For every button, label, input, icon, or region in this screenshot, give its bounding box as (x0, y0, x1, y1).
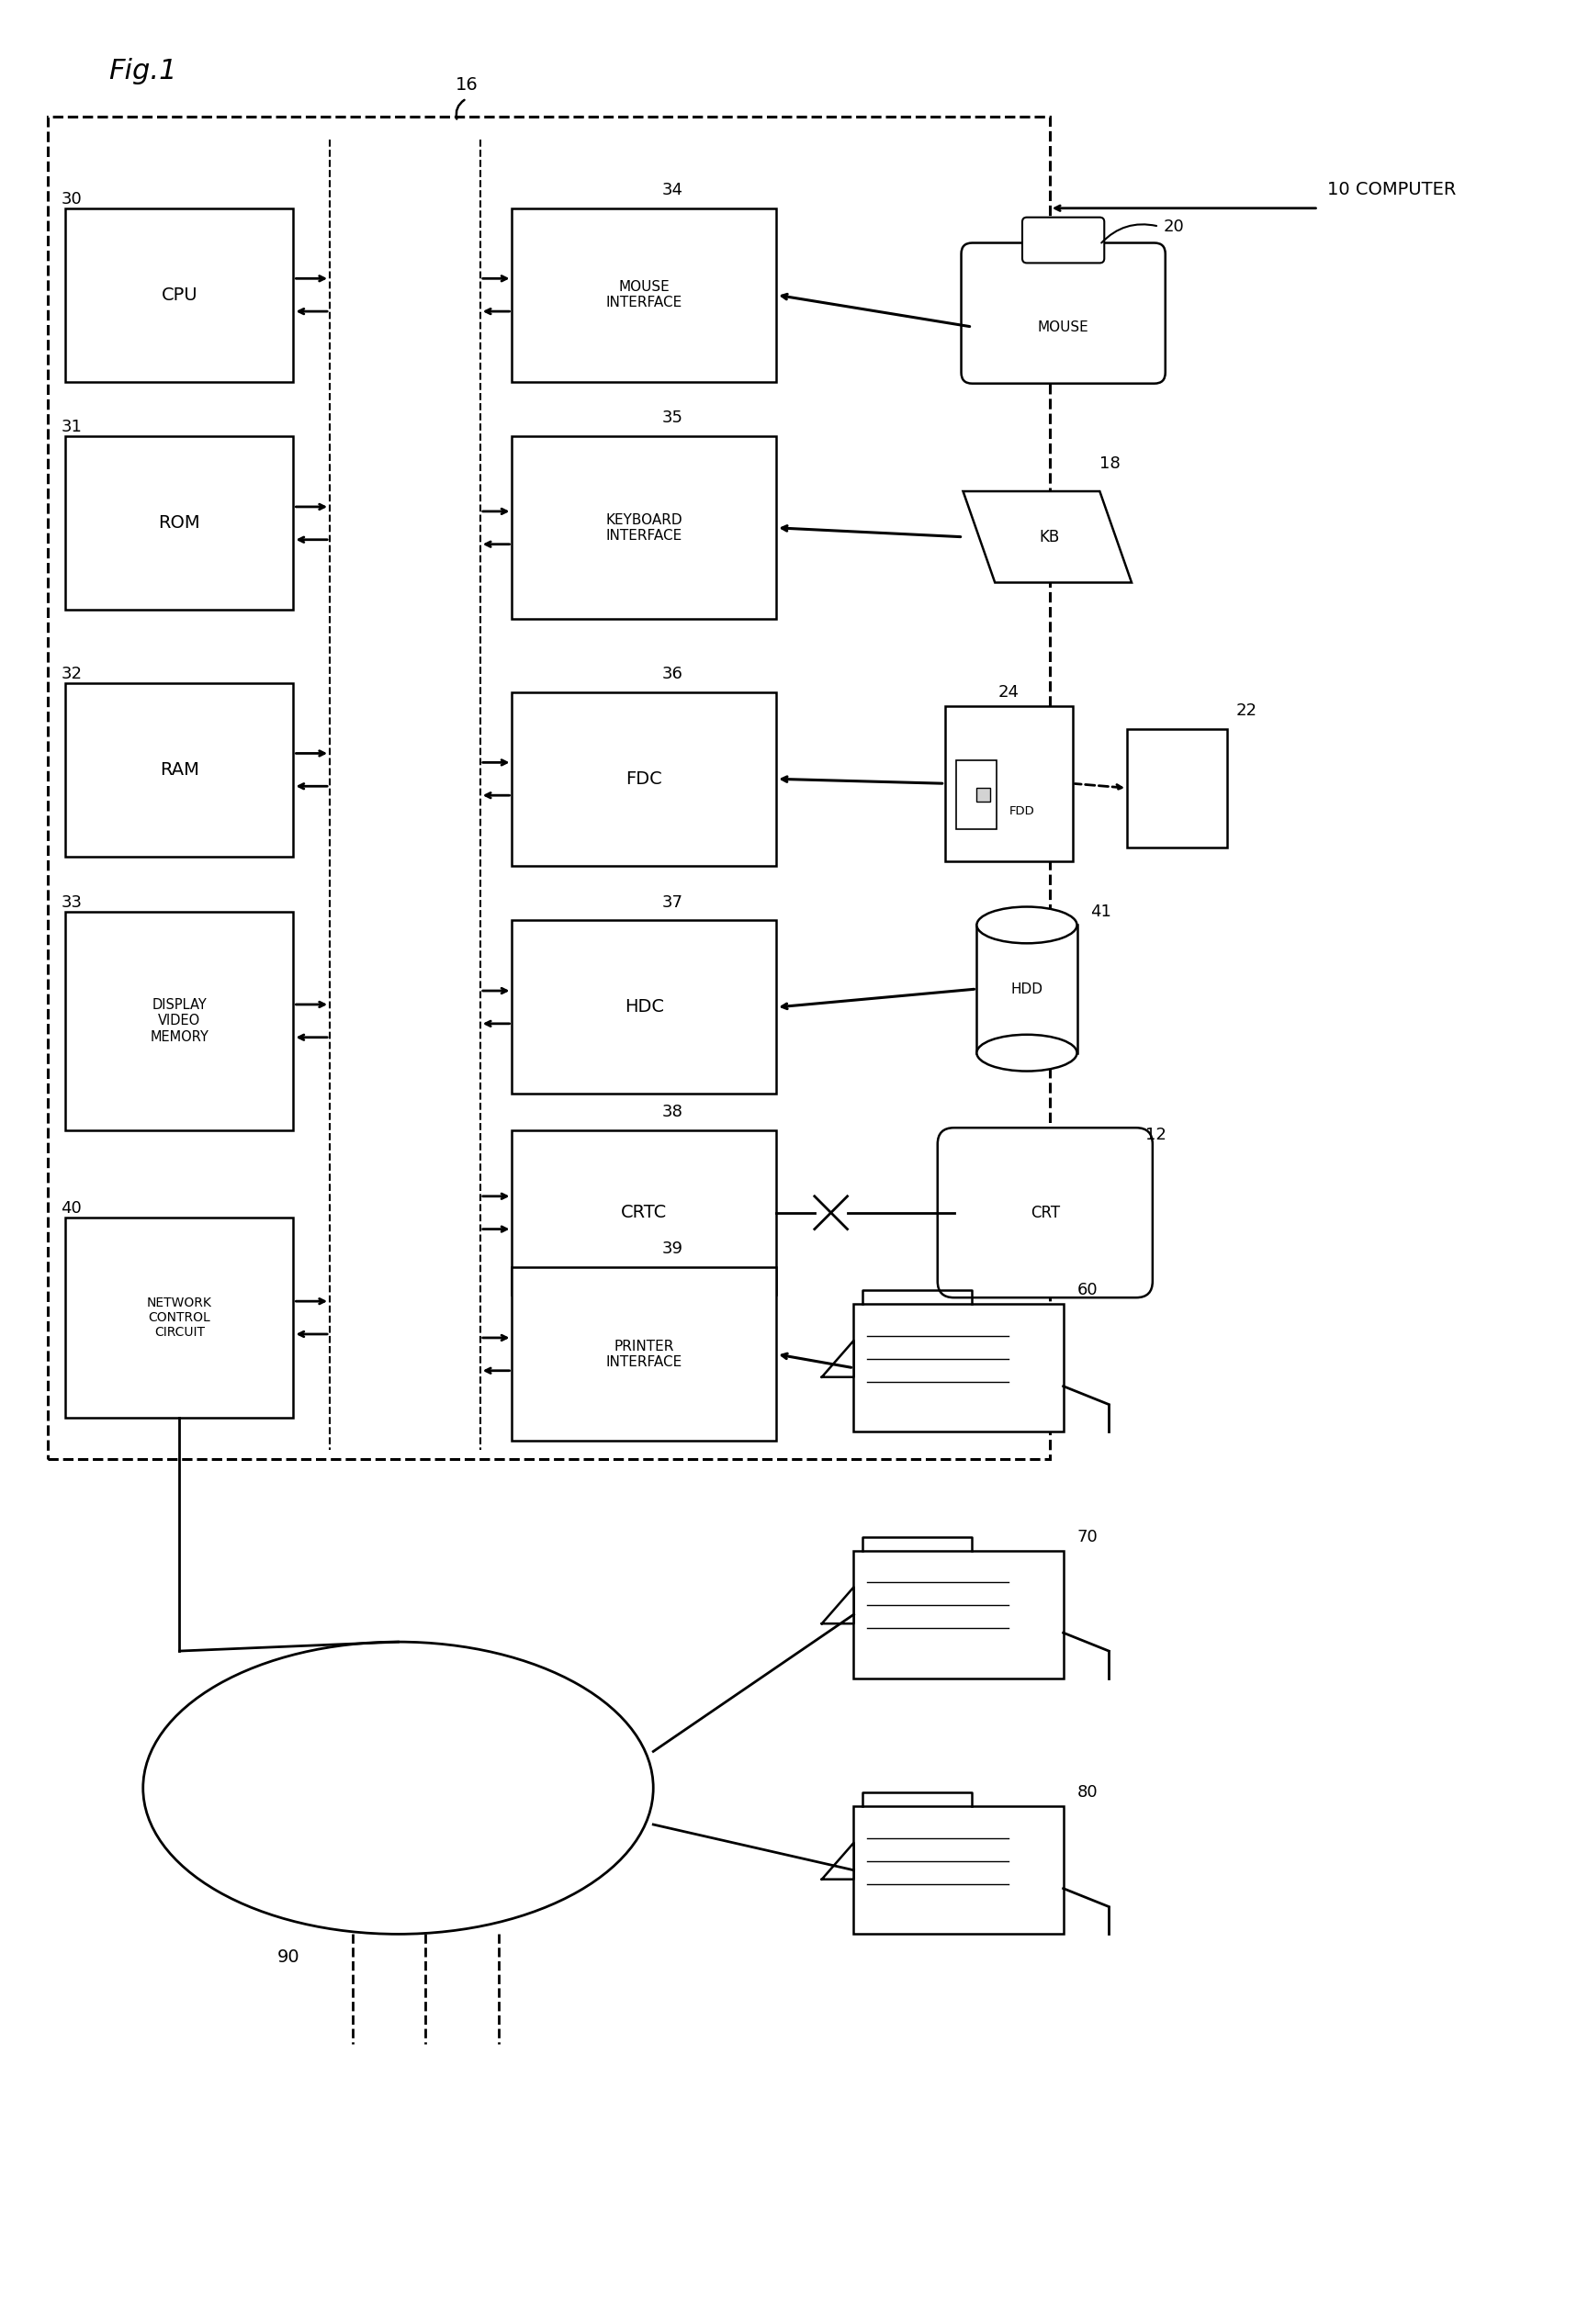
Text: 18: 18 (1100, 456, 1120, 472)
Text: 10 COMPUTER: 10 COMPUTER (1327, 181, 1456, 198)
Text: 80: 80 (1076, 1785, 1096, 1801)
Text: HDC: HDC (624, 999, 664, 1016)
FancyBboxPatch shape (1022, 218, 1104, 263)
FancyBboxPatch shape (944, 706, 1071, 862)
FancyBboxPatch shape (955, 760, 996, 830)
Text: 36: 36 (663, 665, 683, 683)
Text: 60: 60 (1076, 1283, 1096, 1299)
FancyBboxPatch shape (512, 1267, 775, 1441)
Text: 34: 34 (663, 181, 683, 198)
FancyBboxPatch shape (65, 1218, 294, 1418)
Ellipse shape (976, 906, 1076, 944)
Bar (976, 925, 1076, 1053)
Polygon shape (822, 1843, 853, 1880)
Text: CPU: CPU (160, 286, 197, 304)
Text: ROM: ROM (159, 514, 200, 532)
Ellipse shape (976, 1034, 1076, 1071)
FancyBboxPatch shape (961, 244, 1165, 383)
FancyBboxPatch shape (976, 788, 990, 802)
Ellipse shape (143, 1641, 653, 1934)
Text: 24: 24 (998, 683, 1019, 700)
Text: 39: 39 (663, 1241, 683, 1257)
Text: 32: 32 (60, 665, 83, 683)
Text: 40: 40 (60, 1199, 83, 1215)
Text: 70: 70 (1076, 1529, 1098, 1545)
Text: Fig.1: Fig.1 (108, 58, 176, 84)
FancyBboxPatch shape (853, 1550, 1063, 1678)
Text: NETWORK
CONTROL
CIRCUIT: NETWORK CONTROL CIRCUIT (146, 1297, 211, 1339)
FancyBboxPatch shape (1127, 730, 1227, 848)
Text: MOUSE: MOUSE (1038, 321, 1088, 335)
Text: 31: 31 (60, 418, 83, 435)
FancyBboxPatch shape (853, 1304, 1063, 1432)
Text: HDD: HDD (1011, 983, 1042, 997)
Text: 12: 12 (1144, 1127, 1166, 1143)
Text: 22: 22 (1236, 702, 1257, 718)
Text: FDC: FDC (626, 769, 663, 788)
Text: FDD: FDD (1009, 804, 1034, 816)
FancyBboxPatch shape (938, 1127, 1152, 1297)
FancyBboxPatch shape (512, 437, 775, 618)
Text: 20: 20 (1163, 218, 1184, 235)
FancyBboxPatch shape (65, 437, 294, 609)
Text: CRT: CRT (1030, 1204, 1060, 1220)
FancyBboxPatch shape (65, 209, 294, 381)
Text: PRINTER
INTERFACE: PRINTER INTERFACE (605, 1339, 682, 1369)
FancyBboxPatch shape (65, 911, 294, 1129)
Polygon shape (822, 1341, 853, 1378)
Text: 90: 90 (278, 1948, 300, 1966)
FancyBboxPatch shape (512, 209, 775, 381)
FancyBboxPatch shape (65, 683, 294, 858)
Text: KEYBOARD
INTERFACE: KEYBOARD INTERFACE (605, 514, 682, 544)
Polygon shape (822, 1587, 853, 1624)
Text: 37: 37 (663, 895, 683, 911)
FancyBboxPatch shape (512, 1129, 775, 1294)
Text: 33: 33 (60, 895, 83, 911)
FancyBboxPatch shape (853, 1806, 1063, 1934)
Text: 16: 16 (454, 77, 478, 93)
Polygon shape (963, 490, 1131, 583)
Text: KB: KB (1039, 528, 1060, 546)
Text: 41: 41 (1090, 904, 1111, 920)
Text: CRTC: CRTC (621, 1204, 667, 1222)
FancyBboxPatch shape (512, 693, 775, 865)
Text: 30: 30 (60, 191, 83, 207)
Text: MOUSE
INTERFACE: MOUSE INTERFACE (605, 281, 682, 309)
Text: 35: 35 (663, 409, 683, 428)
FancyBboxPatch shape (48, 116, 1049, 1459)
FancyBboxPatch shape (512, 920, 775, 1095)
Text: DISPLAY
VIDEO
MEMORY: DISPLAY VIDEO MEMORY (149, 997, 208, 1043)
Text: RAM: RAM (160, 760, 199, 779)
Text: 38: 38 (663, 1104, 683, 1120)
